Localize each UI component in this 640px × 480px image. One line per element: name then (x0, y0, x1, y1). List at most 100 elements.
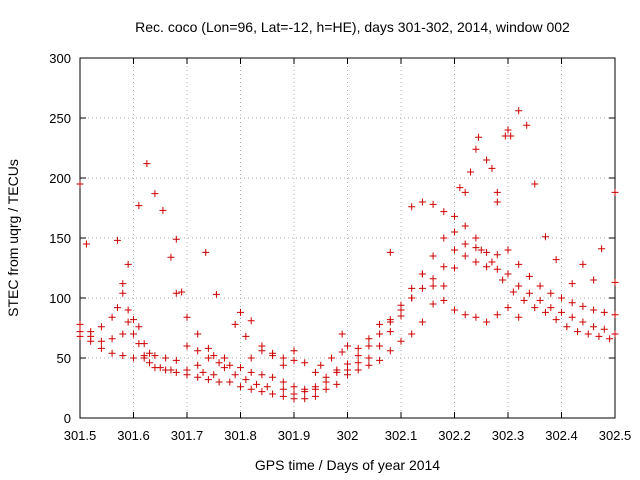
data-point (418, 198, 426, 206)
series-arc-5 (183, 330, 346, 393)
data-point (563, 323, 571, 331)
data-point (76, 332, 84, 340)
data-point (590, 276, 598, 284)
data-point (237, 364, 244, 372)
data-point (552, 256, 560, 264)
data-point (258, 371, 266, 379)
data-point (159, 206, 167, 214)
data-point (523, 121, 531, 129)
data-point (472, 234, 480, 242)
data-point (472, 313, 480, 321)
data-point (408, 330, 416, 338)
data-point (210, 352, 218, 360)
data-point (365, 361, 373, 369)
data-point (451, 228, 458, 236)
data-point (515, 260, 523, 268)
data-point (146, 349, 154, 357)
data-point (151, 190, 159, 198)
data-point (611, 188, 619, 196)
data-point (210, 371, 218, 379)
data-point (172, 289, 180, 297)
data-point (397, 312, 405, 320)
data-point (290, 356, 298, 364)
series-arc-3 (76, 318, 341, 398)
data-point (520, 296, 528, 304)
series-arc-4 (76, 332, 341, 403)
data-point (146, 359, 154, 367)
data-point (397, 301, 405, 309)
data-point (525, 272, 533, 280)
data-point (531, 304, 539, 312)
data-point (183, 371, 191, 379)
data-point (541, 233, 549, 241)
y-tick-label: 100 (49, 291, 71, 306)
data-point (611, 311, 619, 319)
data-point (183, 342, 191, 350)
data-point (237, 383, 244, 391)
y-tick-label: 200 (49, 171, 71, 186)
data-point (451, 264, 458, 272)
data-point (515, 313, 523, 321)
data-point (461, 188, 469, 196)
data-point (579, 302, 587, 310)
data-point (226, 361, 234, 369)
data-point (386, 248, 394, 256)
data-point (488, 258, 496, 266)
data-point (590, 306, 598, 314)
data-point (130, 316, 137, 324)
data-point (301, 359, 309, 367)
data-point (135, 340, 143, 348)
data-point (558, 308, 565, 316)
data-point (451, 212, 458, 220)
data-point (301, 395, 309, 403)
data-point (507, 132, 515, 140)
data-point (531, 180, 539, 188)
data-point (97, 323, 105, 331)
data-point (269, 390, 277, 398)
data-point (108, 349, 116, 357)
data-point (483, 263, 491, 271)
data-point (568, 299, 576, 307)
data-point (408, 203, 416, 211)
data-point (151, 364, 159, 372)
data-point (194, 347, 202, 355)
data-point (504, 270, 512, 278)
data-point (220, 364, 228, 372)
data-point (429, 275, 437, 283)
data-point (143, 160, 151, 168)
data-point (247, 354, 255, 362)
data-point (269, 349, 277, 357)
data-point (568, 313, 576, 321)
data-point (600, 308, 608, 316)
data-point (376, 342, 384, 350)
data-point (472, 244, 480, 252)
data-point (119, 280, 127, 288)
data-point (113, 304, 121, 312)
x-tick-label: 302 (337, 428, 359, 443)
data-point (311, 383, 319, 391)
data-point (504, 246, 512, 254)
data-point (365, 342, 373, 350)
data-point (590, 323, 598, 331)
data-point (376, 330, 384, 338)
series-arc-11 (344, 270, 523, 352)
data-point (461, 311, 469, 319)
data-point (162, 354, 170, 362)
data-point (204, 376, 212, 384)
data-point (338, 330, 346, 338)
data-point (263, 383, 271, 391)
data-point (499, 276, 507, 284)
data-point (515, 107, 523, 115)
data-point (220, 354, 228, 362)
data-point (584, 330, 592, 338)
data-point (279, 385, 287, 393)
data-point (386, 328, 394, 336)
data-point (172, 368, 180, 376)
data-point (269, 373, 277, 381)
data-point (365, 335, 373, 343)
data-point (475, 133, 483, 141)
data-point (97, 337, 105, 345)
data-point (600, 325, 608, 333)
data-point (579, 318, 587, 326)
data-point (135, 202, 143, 210)
